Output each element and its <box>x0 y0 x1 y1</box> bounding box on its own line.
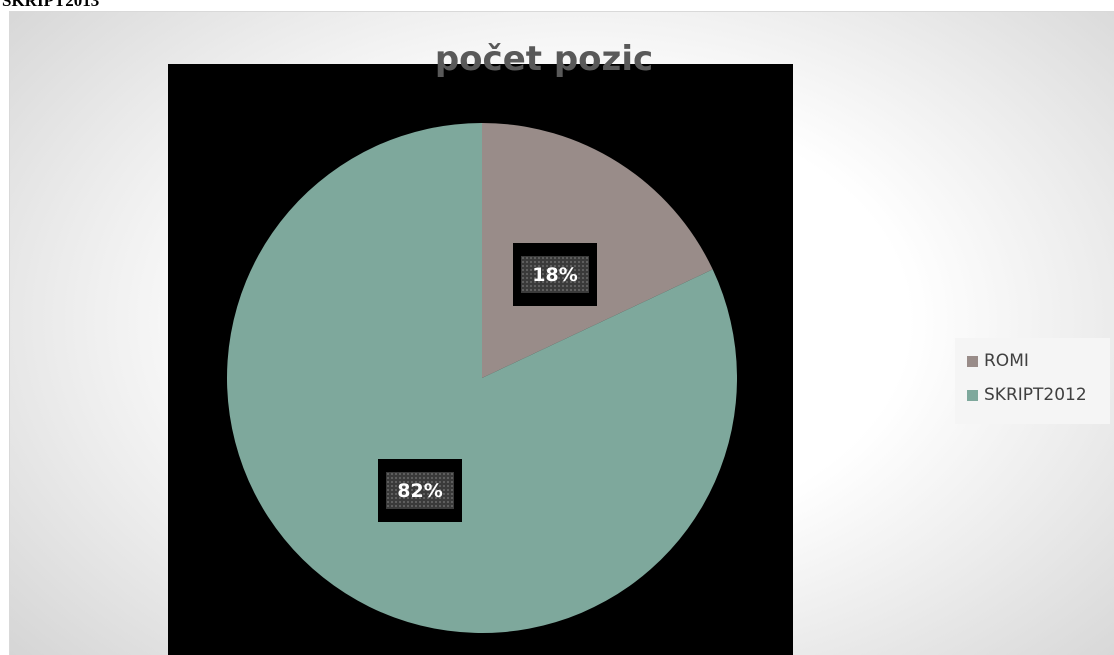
data-label-skript2012-text: 82% <box>386 472 454 509</box>
legend-item-romi[interactable]: ROMI <box>955 344 1110 378</box>
legend-swatch-romi <box>967 355 978 367</box>
legend-item-skript2012[interactable]: SKRIPT2012 <box>955 378 1110 412</box>
data-label-skript2012: 82% <box>378 459 462 522</box>
legend-label-romi: ROMI <box>984 351 1029 371</box>
legend-swatch-skript2012 <box>967 389 978 401</box>
legend: ROMI SKRIPT2012 <box>955 338 1110 424</box>
data-label-romi: 18% <box>513 243 597 306</box>
legend-label-skript2012: SKRIPT2012 <box>984 385 1087 405</box>
pie-slice-romi[interactable] <box>482 123 713 378</box>
data-label-romi-text: 18% <box>521 256 589 293</box>
document-heading: SKRIPT2013 <box>2 0 100 10</box>
pie-slice-skript2012[interactable] <box>226 123 737 633</box>
